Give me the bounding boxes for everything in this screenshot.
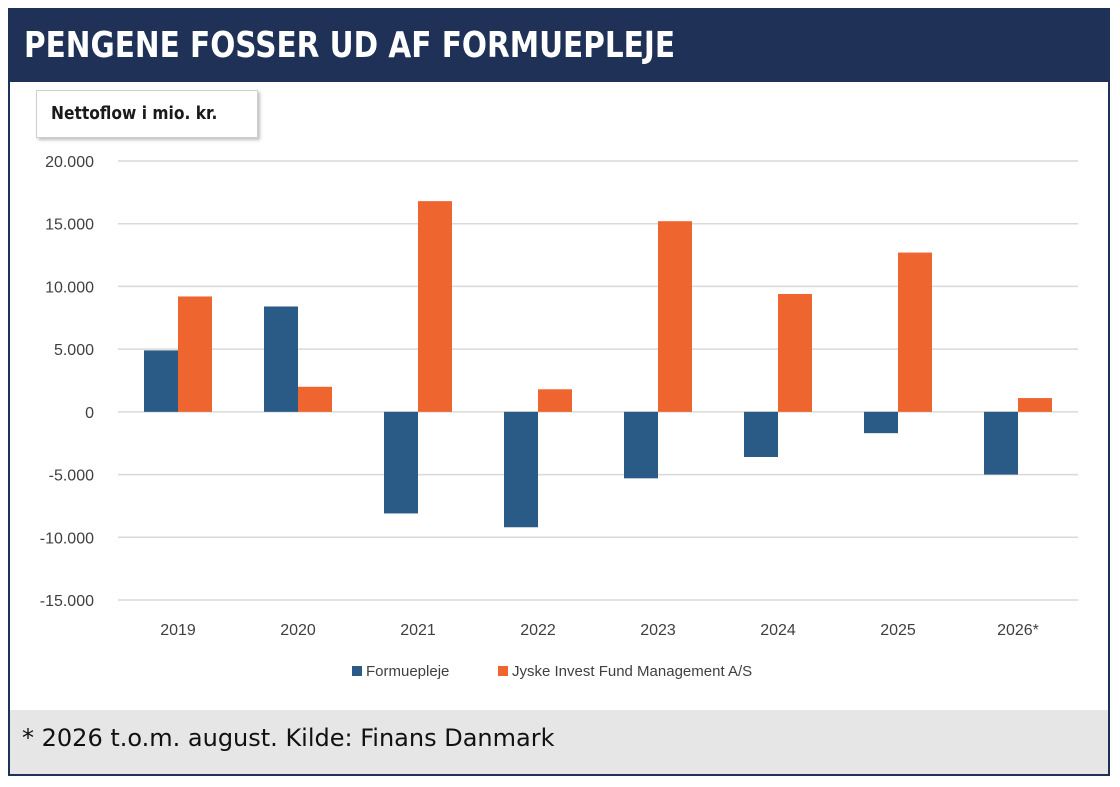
bar-jyske bbox=[898, 252, 932, 412]
chart-frame: PENGENE FOSSER UD AF FORMUEPLEJE Nettofl… bbox=[8, 8, 1110, 776]
bar-jyske bbox=[418, 201, 452, 412]
y-tick-label: -5.000 bbox=[49, 468, 94, 485]
legend-swatch-jyske bbox=[498, 666, 508, 676]
x-tick-label: 2026* bbox=[997, 622, 1039, 639]
bar-formuepleje bbox=[624, 411, 658, 479]
x-tick-label: 2022 bbox=[520, 622, 556, 639]
legend-label-jyske: Jyske Invest Fund Management A/S bbox=[512, 663, 752, 680]
bar-formuepleje bbox=[384, 411, 418, 514]
y-tick-label: 15.000 bbox=[45, 217, 94, 234]
bar-formuepleje bbox=[264, 306, 298, 412]
bar-jyske bbox=[658, 221, 692, 412]
bar-jyske bbox=[298, 386, 332, 412]
bar-jyske bbox=[1018, 398, 1052, 412]
x-tick-label: 2024 bbox=[760, 622, 796, 639]
x-tick-label: 2021 bbox=[400, 622, 436, 639]
bar-chart: 20.000 15.000 10.000 5.000 0 -5.000 -10.000 -15… bbox=[40, 154, 1078, 680]
bar-formuepleje bbox=[144, 350, 178, 412]
bar-jyske bbox=[778, 293, 812, 412]
x-tick-label: 2023 bbox=[640, 622, 676, 639]
x-tick-label: 2025 bbox=[880, 622, 916, 639]
page-title: PENGENE FOSSER UD AF FORMUEPLEJE bbox=[24, 25, 675, 66]
legend-swatch-formuepleje bbox=[352, 666, 362, 676]
unit-label-box: Nettoflow i mio. kr. bbox=[36, 90, 258, 138]
y-tick-label: 10.000 bbox=[45, 279, 94, 296]
y-tick-label: -10.000 bbox=[40, 530, 94, 547]
x-tick-label: 2020 bbox=[280, 622, 316, 639]
source-note: * 2026 t.o.m. august. Kilde: Finans Danm… bbox=[22, 724, 555, 752]
bar-formuepleje bbox=[984, 411, 1018, 475]
y-tick-label: 0 bbox=[85, 405, 94, 422]
legend-label-formuepleje: Formuepleje bbox=[366, 663, 449, 680]
unit-label: Nettoflow i mio. kr. bbox=[51, 103, 218, 124]
y-tick-label: -15.000 bbox=[40, 593, 94, 610]
header-bar: PENGENE FOSSER UD AF FORMUEPLEJE bbox=[10, 10, 1108, 82]
y-tick-label: 5.000 bbox=[54, 342, 94, 359]
x-tick-label: 2019 bbox=[160, 622, 196, 639]
bar-formuepleje bbox=[864, 411, 898, 434]
bar-jyske bbox=[538, 389, 572, 412]
bar-jyske bbox=[178, 296, 212, 412]
bar-formuepleje bbox=[744, 411, 778, 458]
bar-formuepleje bbox=[504, 411, 538, 528]
footer: * 2026 t.o.m. august. Kilde: Finans Danm… bbox=[10, 710, 1108, 774]
y-tick-label: 20.000 bbox=[45, 154, 94, 171]
